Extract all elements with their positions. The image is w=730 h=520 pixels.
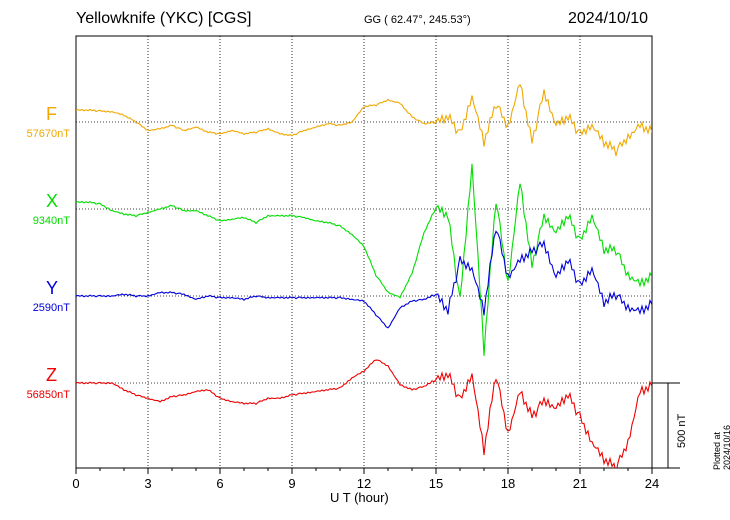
- x-tick-label: 24: [645, 476, 659, 491]
- x-tick-label: 15: [429, 476, 443, 491]
- series-line-y: [76, 230, 652, 329]
- x-tick-label: 9: [288, 476, 295, 491]
- component-label-f: F: [46, 104, 57, 124]
- component-label-z: Z: [46, 365, 57, 385]
- baseline-value-z: 56850nT: [26, 389, 70, 401]
- x-tick-label: 21: [573, 476, 587, 491]
- x-tick-label: 0: [72, 476, 79, 491]
- x-tick-label: 6: [216, 476, 223, 491]
- station-title: Yellowknife (YKC) [CGS]: [76, 10, 252, 27]
- plotted-timestamp: Plotted at 2024/10/16 21:14 UT: [712, 424, 730, 470]
- chart-date: 2024/10/10: [568, 10, 649, 27]
- x-tick-label: 12: [357, 476, 371, 491]
- series-line-f: [76, 83, 652, 157]
- baseline-value-x: 9340nT: [32, 215, 70, 227]
- scale-bar-label: 500 nT: [676, 413, 688, 448]
- series-line-z: [76, 359, 652, 468]
- x-tick-label: 18: [501, 476, 515, 491]
- x-tick-label: 3: [144, 476, 151, 491]
- component-label-y: Y: [46, 278, 59, 298]
- baseline-value-y: 2590nT: [32, 302, 70, 314]
- series-line-x: [76, 163, 652, 356]
- geographic-coordinates: GG ( 62.47°, 245.53°): [364, 14, 471, 26]
- x-axis-label: U T (hour): [330, 490, 389, 505]
- component-label-x: X: [46, 191, 59, 211]
- baseline-value-f: 57670nT: [26, 128, 70, 140]
